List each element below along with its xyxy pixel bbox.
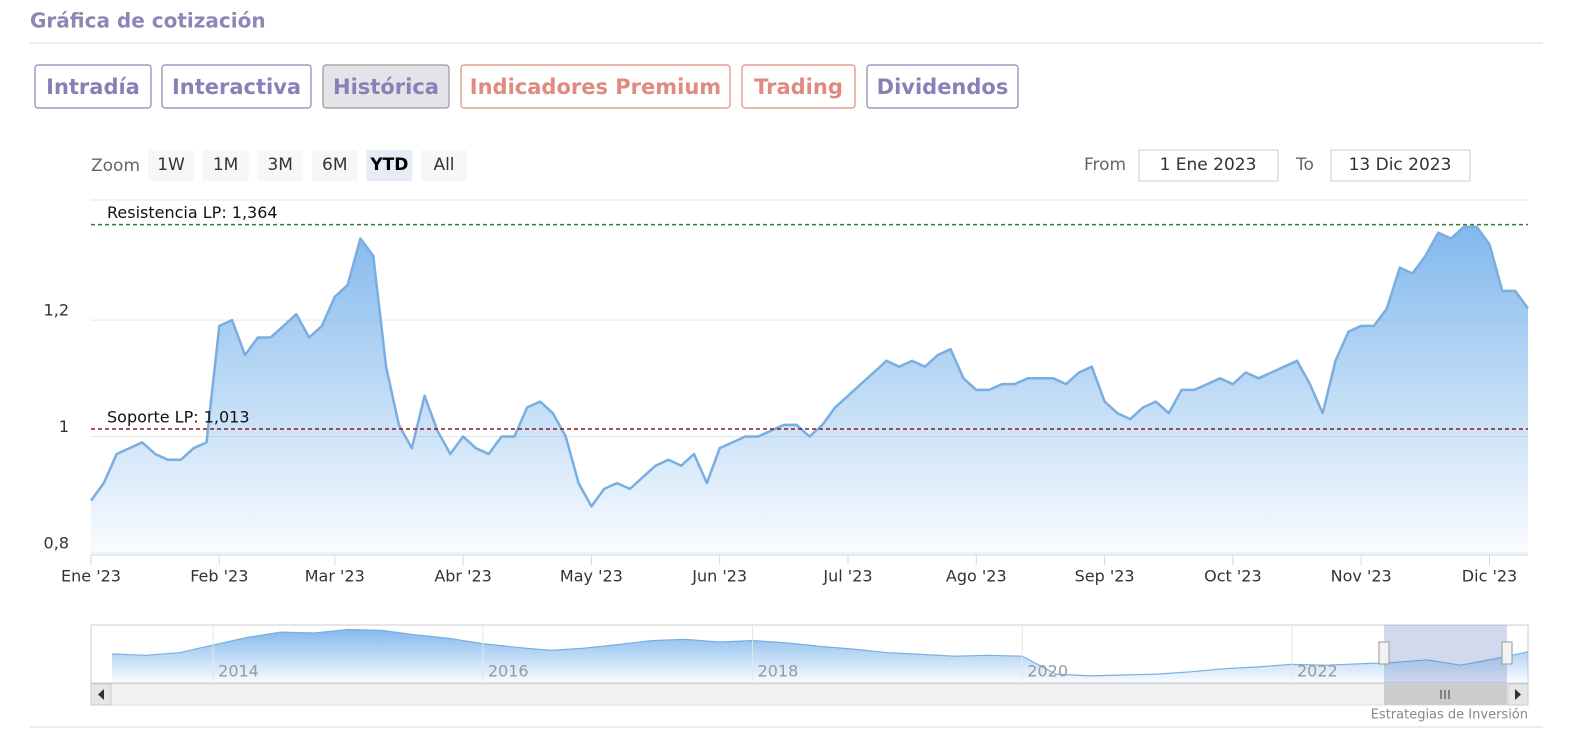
navigator-label: 2022 [1297,662,1338,681]
navigator-label: 2014 [218,662,259,681]
x-tick-label: Sep '23 [1075,567,1135,586]
zoom-button[interactable] [311,150,358,181]
scrollbar-track [90,683,1529,706]
zoom-button-label[interactable]: 1W [157,155,185,175]
navigator-handle[interactable] [1501,641,1513,665]
x-tick-label: Oct '23 [1204,567,1262,586]
tab[interactable] [741,64,856,109]
tab[interactable] [866,64,1019,109]
x-tick-label: Ene '23 [61,567,121,586]
price-line [89,225,1530,508]
zoom-button[interactable] [366,150,413,181]
tab[interactable] [322,64,450,109]
tab-label[interactable]: Trading [754,75,843,99]
navigator-label: 2016 [488,662,529,681]
x-tick-label: Ago '23 [946,567,1007,586]
to-value[interactable]: 13 Dic 2023 [1349,155,1452,175]
y-tick-label: 1,2 [44,301,69,320]
credits: Estrategias de Inversión [1371,708,1528,723]
to-input[interactable] [1330,149,1471,182]
zoom-label: Zoom [91,156,140,176]
x-tick-label: May '23 [560,567,623,586]
level-label: Soporte LP: 1,013 [107,407,250,426]
to-label: To [1295,155,1314,175]
level-label: Resistencia LP: 1,364 [107,203,278,222]
from-label: From [1084,155,1126,175]
zoom-button[interactable] [148,150,194,181]
x-tick-label: Mar '23 [305,567,365,586]
tab-label[interactable]: Dividendos [877,75,1009,99]
area-fill [91,226,1528,553]
page-title: Gráfica de cotización [30,9,266,33]
zoom-button-label[interactable]: All [433,155,454,175]
zoom-button[interactable] [202,150,249,181]
area-fill [112,629,1528,683]
y-tick-label: 0,8 [44,534,69,553]
navigator-handle[interactable] [1378,641,1390,665]
navigator-window[interactable] [1384,625,1507,683]
arrow-right [1515,689,1521,700]
x-tick-label: Nov '23 [1331,567,1392,586]
from-input[interactable] [1138,149,1279,182]
zoom-button[interactable] [257,150,304,181]
thumb-grip [1440,690,1450,699]
x-tick-label: Jul '23 [822,567,872,586]
zoom-button-label[interactable]: 3M [267,155,292,175]
tab-label[interactable]: Indicadores Premium [470,75,721,99]
x-tick-label: Dic '23 [1462,567,1517,586]
y-tick-label: 1 [59,417,69,436]
tab-label[interactable]: Interactiva [172,75,301,99]
from-value[interactable]: 1 Ene 2023 [1160,155,1257,175]
x-tick-label: Jun '23 [691,567,747,586]
tab[interactable] [161,64,312,109]
tab[interactable] [460,64,731,109]
zoom-button-label[interactable]: YTD [369,155,408,175]
zoom-button-label[interactable]: 6M [322,155,347,175]
x-tick-label: Feb '23 [190,567,248,586]
tab-label[interactable]: Histórica [333,75,439,99]
arrow-left [98,689,104,700]
zoom-button[interactable] [421,150,467,181]
tab-label[interactable]: Intradía [46,75,140,99]
navigator-label: 2020 [1027,662,1068,681]
zoom-button-label[interactable]: 1M [213,155,238,175]
x-tick-label: Abr '23 [434,567,492,586]
navigator-label: 2018 [758,662,799,681]
tab[interactable] [34,64,152,109]
